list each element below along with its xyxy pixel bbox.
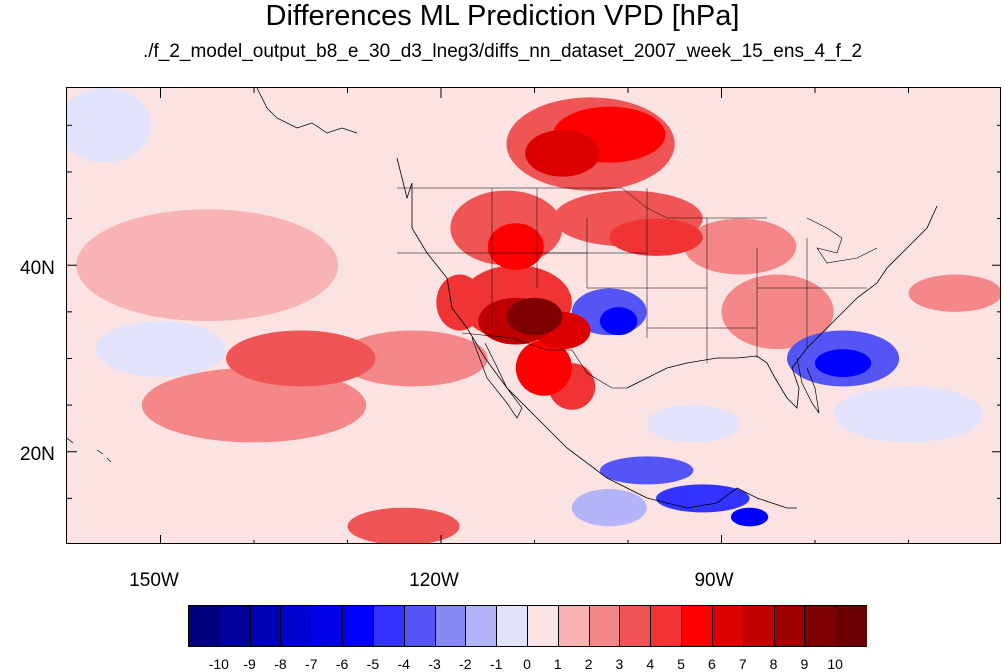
colorbar-cell [588,605,621,647]
anomaly-region [571,489,647,527]
colorbar-tick-label: 0 [523,656,531,672]
us-gulf-coast [626,205,938,409]
colorbar-cell [619,605,652,647]
anomaly-region [908,274,1000,312]
colorbar-cell [434,605,467,647]
colorbar [188,605,867,647]
colorbar-cell [249,605,282,647]
colorbar-tick-label: 5 [677,656,685,672]
colorbar-cell [711,605,744,647]
colorbar-cell [496,605,528,647]
anomaly-region [487,223,544,270]
difference-map [67,88,1000,543]
colorbar-cell [650,605,683,647]
colorbar-tick-label: 10 [827,656,843,672]
colorbar-cell [465,605,498,647]
colorbar-cell [372,605,405,647]
anomaly-region [815,349,872,378]
colorbar-tick-label: -8 [274,656,287,672]
axis-ticks [67,88,1000,543]
anomaly-region [684,218,797,275]
colorbar-tick-label: 7 [738,656,747,672]
colorbar-tick-label: -10 [208,656,229,672]
anomaly-region [141,367,367,443]
anomaly-region [525,129,600,177]
colorbar-tick-label: 1 [553,656,562,672]
colorbar-tick-label: -1 [489,656,503,672]
colorbar-cell [835,605,867,647]
anomaly-region [76,209,339,322]
colorbar-tick-label: -5 [366,656,380,672]
map-panel [66,87,1001,544]
anomaly-region [225,330,376,387]
baja-california [471,337,523,419]
anomaly-region [95,321,226,378]
colorbar-tick-label: 9 [800,656,809,672]
lat-label-20n: 20N [20,444,55,465]
colorbar-cell [681,605,713,647]
colorbar-tick-label: -3 [428,656,441,672]
anomaly-region [730,507,769,527]
alaska-coast [256,88,358,134]
colorbar-cell [742,605,775,647]
colorbar-cell [557,605,590,647]
anomaly-region [436,274,484,331]
colorbar-cell [188,605,220,647]
mexico-us-border [461,332,627,389]
colorbar-tick-label: -6 [335,656,349,672]
colorbar-tick-label: -7 [305,656,318,672]
anomaly-field [67,88,1000,543]
colorbar-tick-label: 2 [584,656,593,672]
great-lakes [806,217,878,264]
colorbar-cell [804,605,837,647]
lon-label-120w: 120W [409,570,459,591]
colorbar-cell [311,605,344,647]
anomaly-region [721,274,834,350]
anomaly-region [347,507,460,543]
colorbar-tick-label: -9 [243,656,256,672]
anomaly-region [656,484,750,513]
anomaly-region [506,297,563,336]
anomaly-region [599,307,638,336]
lat-label-40n: 40N [20,258,55,279]
lon-label-90w: 90W [694,570,734,591]
map-subtitle: ./f_2_model_output_b8_e_30_d3_lneg3/diff… [142,41,863,62]
colorbar-cell [218,605,251,647]
anomaly-region [67,88,152,163]
colorbar-tick-label: -4 [397,656,410,672]
coastlines-and-borders [67,88,938,509]
anomaly-region [515,339,572,396]
north-america-coastline [396,157,797,509]
anomaly-region [338,330,488,387]
anomaly-region [599,456,694,485]
anomaly-region [833,386,984,443]
colorbar-cell [773,605,806,647]
anomaly-region [646,405,741,443]
colorbar-cell [280,605,313,647]
lon-label-150w: 150W [129,570,179,591]
colorbar-tick-label: 4 [646,656,655,672]
colorbar-cell [403,605,436,647]
colorbar-cell [527,605,559,647]
map-title: Differences ML Prediction VPD [hPa] [265,0,740,32]
colorbar-tick-label: -2 [459,656,472,672]
florida [796,357,820,414]
anomaly-region [609,218,703,256]
colorbar-cell [342,605,374,647]
colorbar-tick-label: 8 [769,656,778,672]
colorbar-tick-label: 3 [615,656,624,672]
colorbar-tick-label: 6 [708,656,716,672]
us-state-borders [397,187,867,363]
hawaii-islands [67,437,112,463]
